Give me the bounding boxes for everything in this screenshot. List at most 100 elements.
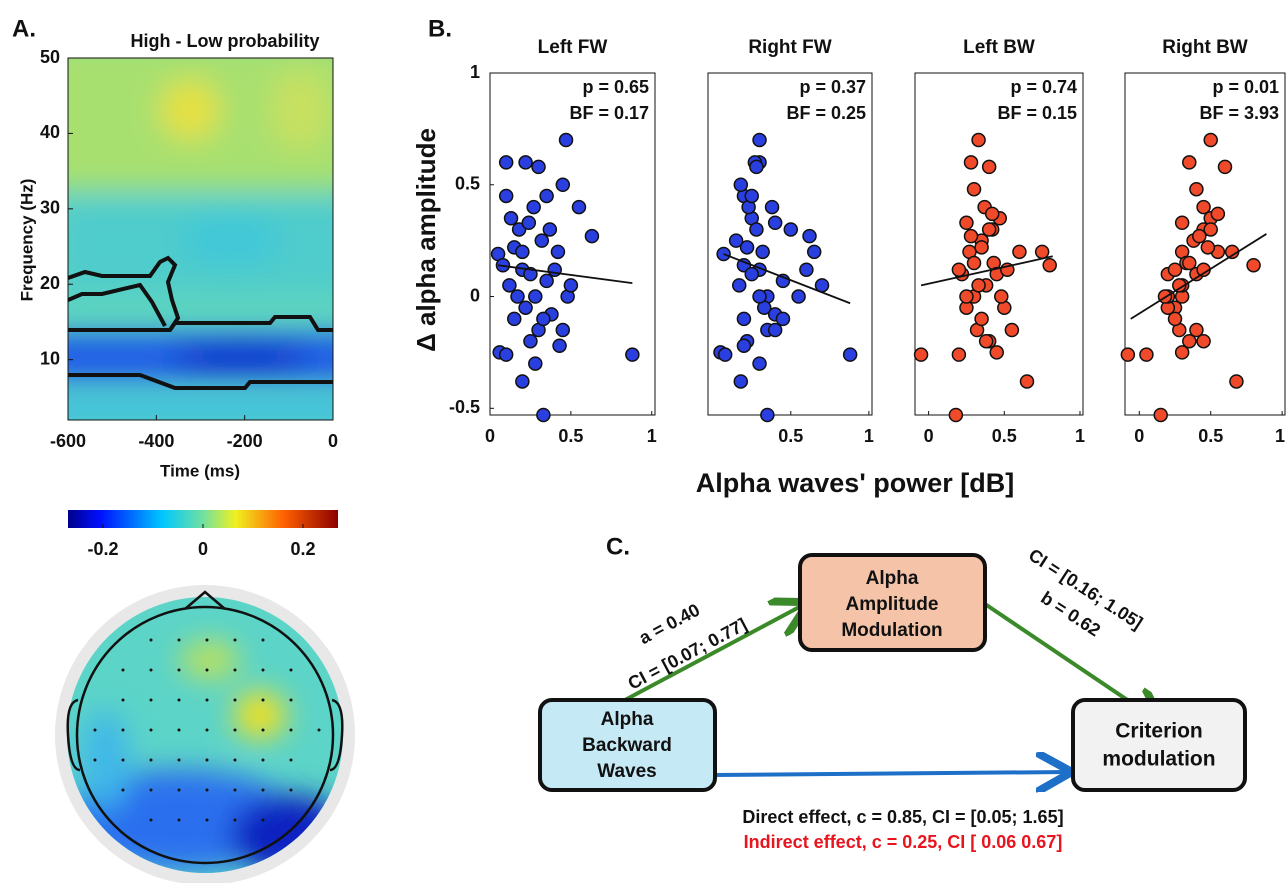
point: [959, 289, 974, 304]
point: [981, 159, 997, 175]
electrode: [289, 788, 293, 792]
point: [1192, 228, 1207, 244]
electrode: [149, 758, 153, 762]
point: [951, 262, 967, 277]
point: [764, 199, 780, 215]
electrode: [149, 668, 153, 672]
point: [555, 177, 571, 193]
point: [802, 228, 817, 244]
point: [550, 244, 566, 260]
node-label: Backward: [582, 735, 672, 756]
electrode: [149, 788, 153, 792]
y-axis-label: Δ alpha amplitude: [411, 128, 441, 352]
electrode: [177, 638, 181, 642]
x-tick-label: 0.5: [992, 426, 1017, 446]
electrode: [177, 818, 181, 822]
y-tick-label: 50: [40, 47, 60, 67]
electrode: [149, 638, 153, 642]
point: [1139, 347, 1154, 362]
x-tick-label: 0: [924, 426, 934, 446]
point: [744, 188, 759, 204]
node-label: Amplitude: [846, 594, 939, 615]
point: [1182, 155, 1197, 170]
point: [1042, 257, 1057, 273]
point: [767, 215, 783, 231]
axes-frame: [914, 72, 1084, 416]
axes-frame: [489, 72, 656, 416]
node-box: [1071, 698, 1247, 792]
point: [539, 273, 554, 289]
point: [515, 374, 530, 389]
point: [1200, 240, 1216, 255]
point: [498, 155, 514, 170]
point: [717, 347, 733, 362]
point: [974, 311, 989, 327]
electrode: [205, 668, 209, 672]
electrode: [233, 638, 237, 642]
x-tick-label: 1: [1275, 426, 1285, 446]
point: [951, 347, 967, 362]
electrode: [317, 728, 321, 732]
annotation: p = 0.01: [1212, 77, 1279, 97]
colorbar-tick-label: -0.2: [87, 539, 118, 559]
point: [1182, 255, 1197, 271]
point: [536, 311, 551, 327]
point: [1167, 311, 1183, 327]
annotation: BF = 0.17: [569, 103, 649, 123]
point: [528, 356, 543, 371]
point: [534, 233, 550, 248]
point: [1167, 262, 1183, 277]
point: [966, 255, 982, 271]
electrode: [205, 698, 209, 702]
y-tick-label: 0.5: [455, 174, 480, 194]
electrode: [177, 698, 181, 702]
point: [523, 266, 538, 282]
point: [736, 338, 752, 353]
point: [510, 289, 525, 304]
point: [978, 333, 994, 349]
point: [913, 347, 929, 362]
point: [539, 188, 554, 204]
x-tick-label: 0.5: [558, 426, 583, 446]
electrode: [121, 698, 125, 702]
electrode: [233, 668, 237, 672]
y-tick-label: 40: [40, 122, 60, 142]
point: [1012, 244, 1027, 260]
point: [1229, 374, 1244, 389]
electrode: [205, 788, 209, 792]
point: [1196, 199, 1211, 215]
point: [1153, 407, 1168, 423]
electrode: [177, 668, 181, 672]
electrode: [121, 668, 125, 672]
electrode: [233, 818, 237, 822]
point: [842, 347, 858, 362]
x-tick-label: 0: [485, 426, 495, 446]
point: [521, 215, 537, 231]
colorbar-tick-label: 0.2: [290, 539, 315, 559]
electrode: [121, 728, 125, 732]
point: [1182, 333, 1197, 349]
point: [744, 266, 759, 282]
point: [584, 228, 600, 244]
x-tick-label: 1: [864, 426, 874, 446]
point: [767, 322, 783, 338]
x-tick-label: 1: [647, 426, 657, 446]
point: [752, 132, 767, 148]
point: [518, 300, 533, 315]
electrode: [177, 728, 181, 732]
panel-label: B.: [428, 15, 452, 42]
point: [523, 333, 538, 349]
fit-line: [1130, 233, 1267, 320]
y-tick-label: -0.5: [449, 397, 480, 417]
electrode: [121, 758, 125, 762]
point: [1203, 222, 1218, 237]
point: [1210, 206, 1226, 222]
point: [966, 181, 982, 197]
x-axis-label: Alpha waves' power [dB]: [696, 468, 1014, 498]
electrode: [261, 788, 265, 792]
point: [733, 177, 749, 193]
point: [507, 311, 522, 327]
electrode: [205, 728, 209, 732]
annotation: BF = 0.25: [786, 103, 866, 123]
x-tick-label: 0.5: [1198, 426, 1223, 446]
